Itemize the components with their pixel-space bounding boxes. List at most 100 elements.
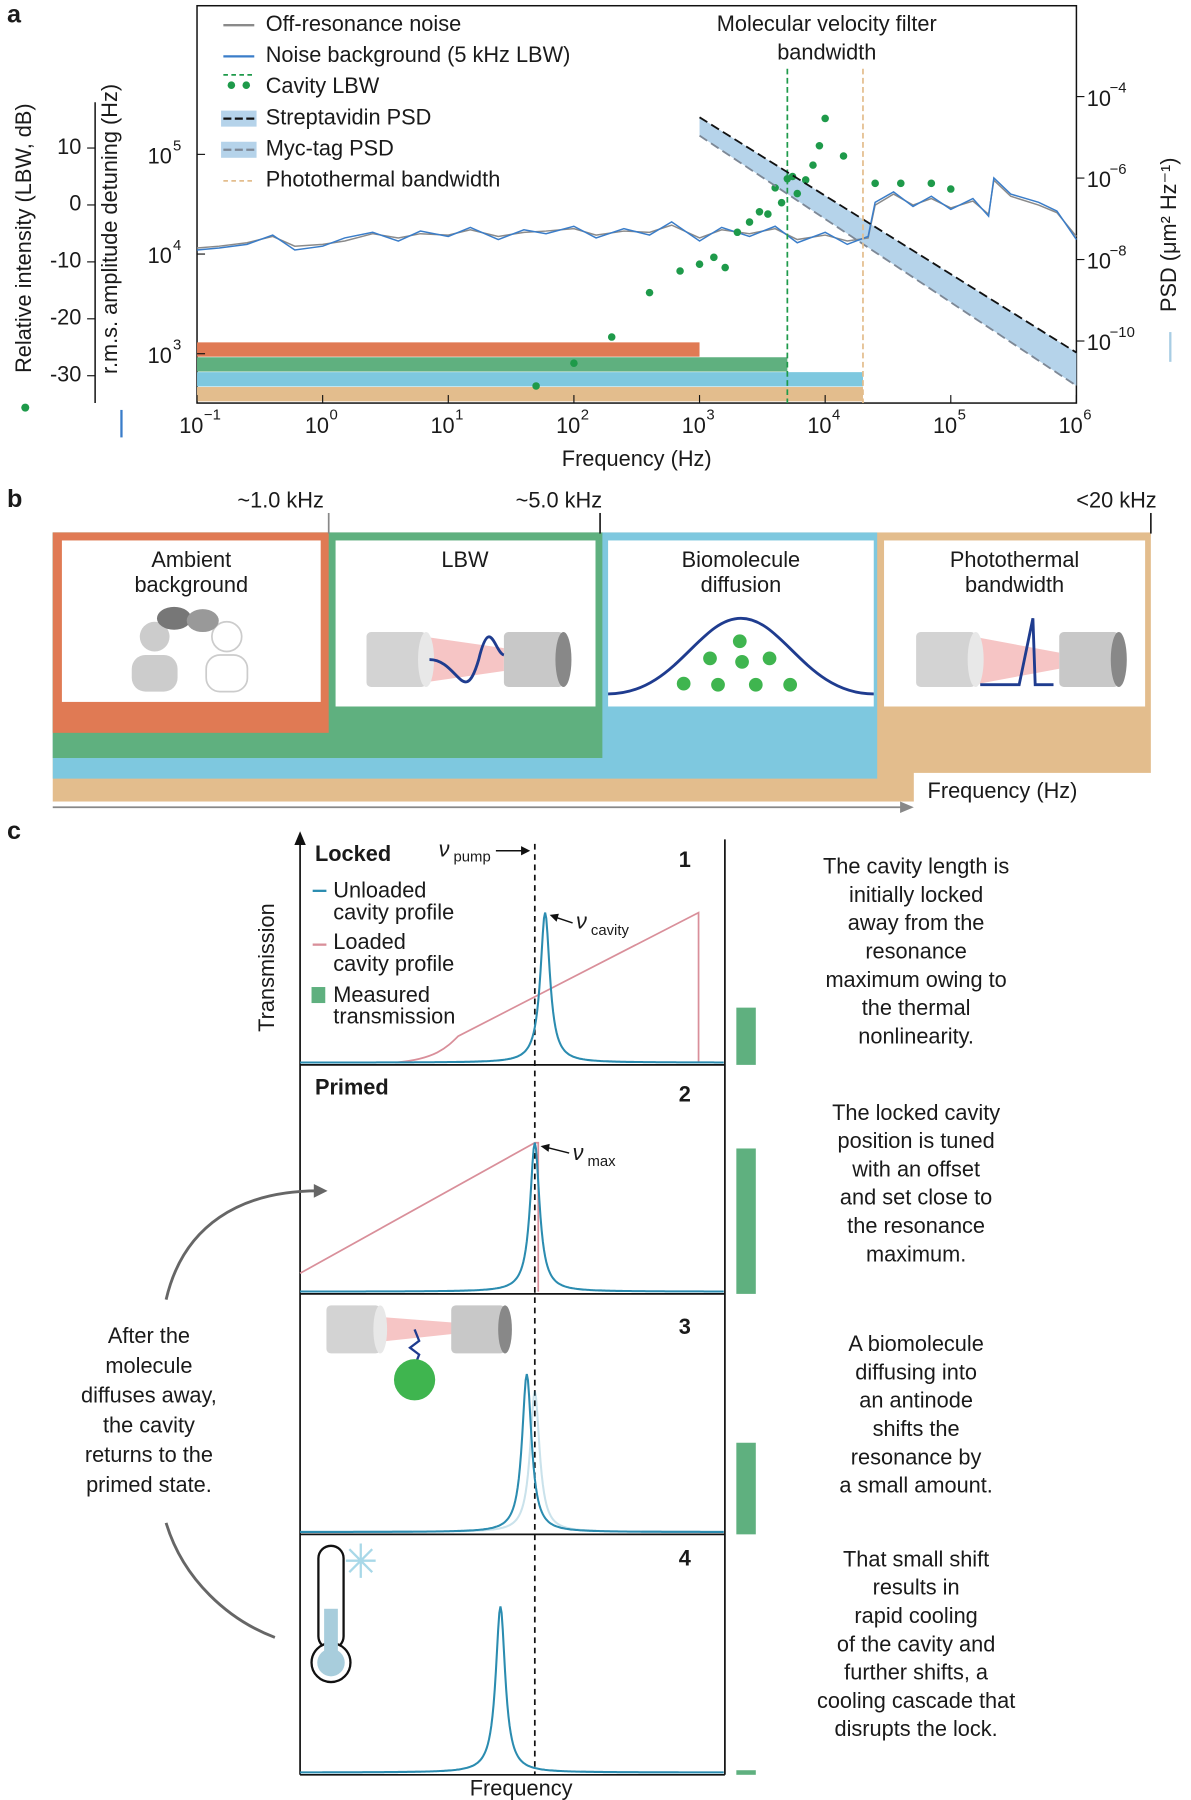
y3-axis-key xyxy=(21,403,30,412)
arrow xyxy=(546,1146,570,1154)
x-tick-label: 10 xyxy=(430,413,454,438)
state-description: further shifts, a xyxy=(844,1660,989,1685)
state-title: Primed xyxy=(315,1075,389,1100)
legend-label: Streptavidin PSD xyxy=(266,104,432,129)
y2-tick-label: 10 xyxy=(1087,330,1111,355)
state-description: a small amount. xyxy=(839,1473,993,1498)
x-axis-label: Frequency xyxy=(470,1775,573,1800)
arrow-head xyxy=(313,1183,328,1198)
arrow xyxy=(555,916,573,924)
return-note: molecule xyxy=(105,1353,192,1378)
return-note: primed state. xyxy=(86,1472,212,1497)
state-description: rapid cooling xyxy=(854,1603,977,1628)
nu: ν xyxy=(576,909,587,934)
legend-symbol xyxy=(242,81,251,89)
box-title: bandwidth xyxy=(965,572,1064,597)
legend-label: cavity profile xyxy=(333,951,454,976)
x-tick-exponent: 0 xyxy=(330,408,338,424)
state-description: disrupts the lock. xyxy=(835,1716,998,1741)
panel-a: 10 −1 10 0 10 1 10 2 10 3 10 4 10 5 10 610 310 410 510−101… xyxy=(11,4,1181,471)
legend-label: Off-resonance noise xyxy=(266,11,461,36)
y3-tick-label: -10 xyxy=(50,248,81,273)
y2-tick-label: 10 xyxy=(1087,249,1111,274)
lbw-point xyxy=(897,179,905,188)
state-description: with an offset xyxy=(851,1156,980,1181)
box-title: Photothermal xyxy=(950,547,1079,572)
legend-label: Loaded xyxy=(333,929,406,954)
legend-label: Photothermal bandwidth xyxy=(266,167,501,192)
state-description: A biomolecule xyxy=(848,1331,983,1356)
state-description: shifts the xyxy=(873,1416,960,1441)
label-bg xyxy=(913,772,1155,808)
lbw-point xyxy=(839,152,848,160)
frequency-band xyxy=(197,357,788,372)
y2-tick-exponent: −4 xyxy=(1110,81,1127,97)
lbw-point xyxy=(871,179,879,188)
lbw-point xyxy=(801,176,810,184)
lbw-point xyxy=(771,184,779,192)
state-description: results in xyxy=(873,1575,960,1600)
x-tick-label: 10 xyxy=(682,413,706,438)
return-note: returns to the xyxy=(85,1442,213,1467)
y2-tick-exponent: −6 xyxy=(1110,162,1127,178)
state-description: initially locked xyxy=(849,882,983,907)
frequency-band xyxy=(197,387,863,402)
lbw-point xyxy=(777,198,786,207)
lbw-point xyxy=(755,208,764,216)
return-note: After the xyxy=(108,1323,190,1348)
legend-label: Measured xyxy=(333,982,430,1007)
thermometer-icon xyxy=(310,1543,376,1684)
noise-trace xyxy=(196,176,1078,251)
x-tick-label: 10 xyxy=(305,413,329,438)
nu: ν xyxy=(573,1140,584,1165)
state-description: resonance xyxy=(865,939,967,964)
frequency-band xyxy=(197,342,700,357)
loaded-profile xyxy=(299,1141,540,1292)
y-tick-exponent: 5 xyxy=(173,138,181,154)
x-tick-label: 10 xyxy=(933,413,957,438)
nu-sub: cavity xyxy=(591,923,630,939)
panel-label: b xyxy=(7,485,22,513)
legend-symbol xyxy=(227,81,236,89)
state-description: the thermal xyxy=(862,995,971,1020)
state-description: away from the xyxy=(848,910,985,935)
unloaded-profile xyxy=(300,912,724,1064)
box-title: LBW xyxy=(441,547,489,572)
y3-axis-label: Relative intensity (LBW, dB) xyxy=(11,103,36,373)
state-description: The locked cavity xyxy=(832,1100,1000,1125)
y-tick-label: 10 xyxy=(148,343,172,368)
state-number: 1 xyxy=(679,847,691,872)
y2-tick-exponent: −8 xyxy=(1110,243,1127,259)
nu: ν xyxy=(439,837,450,862)
x-axis-label: Frequency (Hz) xyxy=(562,446,712,471)
psd-line xyxy=(699,116,1077,354)
lbw-point xyxy=(764,210,772,218)
arrow-head xyxy=(521,846,531,856)
nu-sub: max xyxy=(587,1154,616,1170)
arrow-head xyxy=(549,913,559,922)
legend-label: Unloaded xyxy=(333,878,426,903)
box-title: background xyxy=(134,572,248,597)
x-tick-label: 10 xyxy=(556,413,580,438)
state-description: resonance by xyxy=(851,1444,982,1469)
threshold-label: ~1.0 kHz xyxy=(237,487,323,512)
legend-label: Noise background (5 kHz LBW) xyxy=(266,42,571,67)
lbw-point xyxy=(570,359,578,367)
return-note: the cavity xyxy=(103,1412,195,1437)
plot-frame xyxy=(196,4,1078,404)
psd-band xyxy=(699,117,1077,386)
y-axis-label: Transmission xyxy=(254,903,279,1032)
unloaded-profile xyxy=(300,1373,724,1533)
lbw-point xyxy=(676,267,684,275)
lbw-point xyxy=(809,161,817,169)
y2-tick-exponent: −10 xyxy=(1110,325,1135,341)
x-tick-exponent: 4 xyxy=(832,408,840,424)
y3-tick-label: -20 xyxy=(50,305,81,330)
panel-b: ~1.0 kHz ~5.0 kHz <20 kHz Ambient backgr… xyxy=(52,487,1157,813)
x-tick-exponent: 1 xyxy=(455,408,463,424)
legend-label: Myc-tag PSD xyxy=(266,136,394,161)
axis-label: Frequency (Hz) xyxy=(928,778,1078,803)
lbw-point xyxy=(721,263,729,272)
y-tick-exponent: 4 xyxy=(173,238,181,254)
state-description: the resonance xyxy=(847,1213,985,1238)
